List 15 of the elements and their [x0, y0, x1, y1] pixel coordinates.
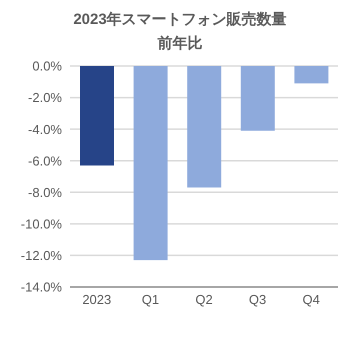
- y-tick-label: 0.0%: [32, 58, 62, 74]
- x-tick-label: Q3: [248, 292, 266, 308]
- x-tick-label: 2023: [82, 292, 112, 308]
- x-tick-label: Q4: [302, 292, 320, 308]
- y-tick-label: -12.0%: [20, 248, 62, 264]
- x-tick-label: Q1: [142, 292, 160, 308]
- chart-subtitle: 前年比: [156, 34, 204, 54]
- chart-title: 2023年スマートフォン販売数量: [72, 10, 288, 30]
- y-tick-label: -10.0%: [20, 216, 62, 232]
- x-tick-label: Q2: [195, 292, 213, 308]
- y-tick-label: -6.0%: [28, 153, 62, 168]
- y-tick-label: -4.0%: [28, 122, 62, 137]
- y-tick-label: -8.0%: [28, 184, 62, 200]
- y-tick-label: -14.0%: [20, 280, 62, 295]
- y-tick-label: -2.0%: [28, 90, 62, 106]
